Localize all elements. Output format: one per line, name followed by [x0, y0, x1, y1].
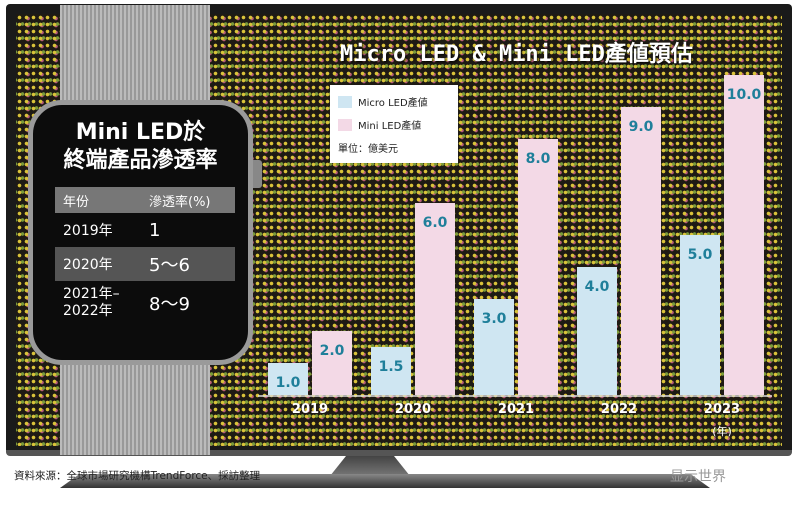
table-row: 2020年 5～6	[55, 247, 235, 281]
header-year: 年份	[63, 194, 90, 210]
unit-label: 單位：億美元	[338, 144, 398, 155]
data-label: 6.0	[423, 215, 448, 231]
cell-year: 2021年– 2022年	[63, 286, 120, 319]
bar-mini-2020	[415, 203, 455, 395]
watch-title-line1: Mini LED於	[75, 120, 206, 145]
cell-year: 2020年	[63, 257, 113, 273]
x-unit-label: (年)	[712, 424, 732, 438]
source-note: 資料來源：全球市場研究機構TrendForce、採訪整理	[14, 470, 261, 482]
x-tick-label: 2023	[704, 402, 740, 417]
legend-label: Micro LED產値	[358, 98, 428, 109]
watch-title-line2: 終端產品滲透率	[63, 148, 218, 173]
legend-swatch	[338, 118, 352, 131]
bar-chart: 1.0 2.0 2019 1.5 6.0 2020 3.0 8.0 2021 4.0 9.0 2022…	[258, 75, 772, 438]
data-label: 1.5	[379, 359, 404, 375]
cell-rate: 5～6	[149, 255, 190, 276]
cell-rate: 8～9	[149, 294, 190, 315]
header-rate: 滲透率(%)	[149, 194, 211, 210]
watch-face: Mini LED於 終端產品滲透率 年份 滲透率(%) 2019年 1 2020年 5…	[28, 100, 253, 365]
x-tick-label: 2022	[601, 402, 637, 417]
cell-rate: 1	[149, 219, 161, 241]
table-header: 年份 滲透率(%)	[55, 187, 235, 213]
x-tick-label: 2021	[498, 402, 534, 417]
bar-mini-2023	[724, 75, 764, 395]
bar-micro-2022	[577, 267, 617, 395]
table-row: 2019年 1	[55, 213, 235, 247]
cell-year: 2019年	[63, 223, 113, 239]
data-label: 4.0	[585, 279, 610, 295]
data-label: 5.0	[688, 247, 713, 263]
data-label: 1.0	[276, 375, 301, 391]
legend-swatch	[338, 95, 352, 108]
data-label: 9.0	[629, 119, 654, 135]
watch-title: Mini LED於 終端產品滲透率	[33, 119, 248, 175]
penetration-table: 年份 滲透率(%) 2019年 1 2020年 5～6 2021年– 2022年 8～9	[55, 187, 235, 325]
bar-micro-2021	[474, 299, 514, 395]
bar-micro-2019	[268, 363, 308, 395]
legend-item-mini: Mini LED產値	[338, 117, 450, 132]
tv-stand-base	[60, 474, 710, 488]
bar-mini-2022	[621, 107, 661, 395]
bar-mini-2019	[312, 331, 352, 395]
bar-micro-2023	[680, 235, 720, 395]
x-tick-label: 2019	[292, 402, 328, 417]
x-tick-label: 2020	[395, 402, 431, 417]
watch-crown	[250, 160, 262, 188]
legend-item-micro: Micro LED產値	[338, 94, 450, 109]
data-label: 3.0	[482, 311, 507, 327]
tv-stand	[330, 456, 410, 476]
legend: Micro LED產値 Mini LED產値 單位：億美元	[330, 85, 458, 163]
data-label: 2.0	[320, 343, 345, 359]
chart-title: Micro LED & Mini LED產値預估	[340, 42, 693, 67]
bar-mini-2021	[518, 139, 558, 395]
table-row: 2021年– 2022年 8～9	[55, 281, 235, 325]
data-label: 10.0	[727, 87, 762, 103]
legend-label: Mini LED產値	[358, 121, 422, 132]
bar-micro-2020	[371, 347, 411, 395]
watermark: 显示世界	[670, 469, 726, 485]
data-label: 8.0	[526, 151, 551, 167]
